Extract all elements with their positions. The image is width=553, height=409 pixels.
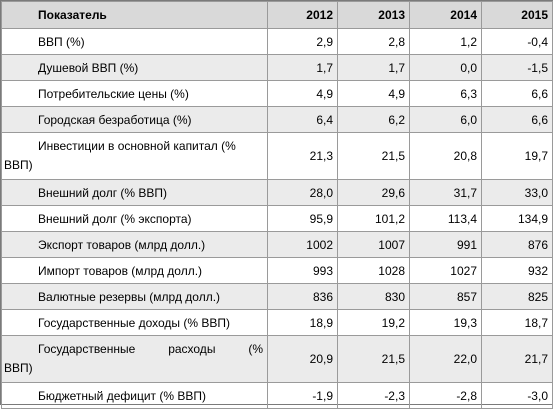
header-row: Показатель 2012 2013 2014 2015: [1, 1, 553, 29]
row-label: Государственные доходы (% ВВП): [1, 309, 268, 336]
cell-value: 1028: [337, 257, 410, 284]
header-indicator: Показатель: [1, 1, 268, 29]
table-row: Импорт товаров (млрд долл.) 993 1028 102…: [1, 257, 553, 284]
cell-value: 4,9: [337, 80, 410, 107]
cell-value: 6,2: [337, 106, 410, 133]
row-label-line2: ВВП): [4, 158, 33, 172]
cell-value: 1,7: [267, 54, 338, 81]
row-label-word: Государственные: [38, 342, 136, 356]
table-row: Городская безработица (%) 6,4 6,2 6,0 6,…: [1, 106, 553, 133]
cell-value: 95,9: [267, 205, 338, 232]
cell-value: 20,9: [267, 335, 338, 383]
row-label-word: расходы: [168, 342, 216, 356]
cell-value: 19,7: [481, 132, 553, 180]
cell-value: 6,0: [409, 106, 482, 133]
cell-value: 6,6: [481, 106, 553, 133]
cell-value: -0,4: [481, 28, 553, 55]
cell-value: 2,9: [267, 28, 338, 55]
row-label-line1: Инвестиции в основной капитал (%: [38, 139, 236, 153]
cell-value: 18,7: [481, 309, 553, 336]
cell-value: 1,2: [409, 28, 482, 55]
cell-value: 101,2: [337, 205, 410, 232]
cell-value: 991: [409, 231, 482, 258]
cell-value: 825: [481, 283, 553, 310]
cell-value: 21,5: [337, 132, 410, 180]
header-year-2015: 2015: [481, 1, 553, 29]
row-label: Душевой ВВП (%): [1, 54, 268, 81]
cell-value: 830: [337, 283, 410, 310]
table-row: Экспорт товаров (млрд долл.) 1002 1007 9…: [1, 231, 553, 258]
cell-value: 22,0: [409, 335, 482, 383]
cell-value: 2,8: [337, 28, 410, 55]
row-label-line1: Государственные расходы (%: [4, 340, 263, 359]
cell-value: 6,6: [481, 80, 553, 107]
table-row: ВВП (%) 2,9 2,8 1,2 -0,4: [1, 28, 553, 55]
row-label-line2: ВВП): [4, 361, 33, 375]
header-year-2013: 2013: [337, 1, 410, 29]
header-year-2014: 2014: [409, 1, 482, 29]
cell-value: 19,2: [337, 309, 410, 336]
table-row: Инвестиции в основной капитал (% ВВП) 21…: [1, 132, 553, 180]
cell-value: 18,9: [267, 309, 338, 336]
cell-value: 1002: [267, 231, 338, 258]
cell-value: 1,7: [337, 54, 410, 81]
row-label: Валютные резервы (млрд долл.): [1, 283, 268, 310]
table-row: Потребительские цены (%) 4,9 4,9 6,3 6,6: [1, 80, 553, 107]
cell-value: 4,9: [267, 80, 338, 107]
cell-value: 28,0: [267, 179, 338, 206]
cell-value: 113,4: [409, 205, 482, 232]
row-label: ВВП (%): [1, 28, 268, 55]
cell-value: 21,7: [481, 335, 553, 383]
cell-value: 932: [481, 257, 553, 284]
cell-value: 29,6: [337, 179, 410, 206]
row-label: Импорт товаров (млрд долл.): [1, 257, 268, 284]
row-label: Городская безработица (%): [1, 106, 268, 133]
table-row: Душевой ВВП (%) 1,7 1,7 0,0 -1,5: [1, 54, 553, 81]
cell-value: 20,8: [409, 132, 482, 180]
cell-value: 1007: [337, 231, 410, 258]
cell-value: 19,3: [409, 309, 482, 336]
row-label: Инвестиции в основной капитал (% ВВП): [1, 132, 268, 180]
cell-value: 876: [481, 231, 553, 258]
cell-value: 6,3: [409, 80, 482, 107]
table-row: Валютные резервы (млрд долл.) 836 830 85…: [1, 283, 553, 310]
cell-value: 6,4: [267, 106, 338, 133]
cell-value: 1027: [409, 257, 482, 284]
cell-value: -1,5: [481, 54, 553, 81]
table-row: Государственные доходы (% ВВП) 18,9 19,2…: [1, 309, 553, 336]
cell-value: 21,5: [337, 335, 410, 383]
row-label: Внешний долг (% ВВП): [1, 179, 268, 206]
cell-value: 0,0: [409, 54, 482, 81]
row-label: Потребительские цены (%): [1, 80, 268, 107]
header-year-2012: 2012: [267, 1, 338, 29]
cell-value: 134,9: [481, 205, 553, 232]
table-row: Внешний долг (% ВВП) 28,0 29,6 31,7 33,0: [1, 179, 553, 206]
cell-value: 857: [409, 283, 482, 310]
table-row: Внешний долг (% экспорта) 95,9 101,2 113…: [1, 205, 553, 232]
row-label: Внешний долг (% экспорта): [1, 205, 268, 232]
row-label: Государственные расходы (% ВВП): [1, 335, 268, 383]
cell-value: 836: [267, 283, 338, 310]
cell-value: 993: [267, 257, 338, 284]
row-label: Экспорт товаров (млрд долл.): [1, 231, 268, 258]
cell-value: 31,7: [409, 179, 482, 206]
cell-value: 21,3: [267, 132, 338, 180]
table-row: Государственные расходы (% ВВП) 20,9 21,…: [1, 335, 553, 383]
cell-value: 33,0: [481, 179, 553, 206]
row-label-word: (%: [248, 342, 263, 356]
